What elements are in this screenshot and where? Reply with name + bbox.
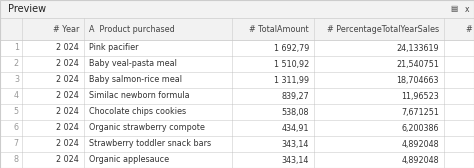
- Text: Organic strawberry compote: Organic strawberry compote: [89, 123, 205, 133]
- Text: 4,892048: 4,892048: [401, 156, 439, 164]
- Bar: [0, 152, 474, 168]
- Text: 4: 4: [14, 92, 19, 100]
- Text: 343,14: 343,14: [282, 139, 309, 149]
- Text: Preview: Preview: [8, 4, 46, 14]
- Bar: [0, 40, 474, 56]
- Text: 21,540751: 21,540751: [396, 59, 439, 69]
- Text: Baby salmon-rice meal: Baby salmon-rice meal: [89, 75, 182, 85]
- Text: 7,671251: 7,671251: [401, 108, 439, 116]
- Text: 5: 5: [14, 108, 19, 116]
- Text: 24,133619: 24,133619: [396, 44, 439, 52]
- Text: 434,91: 434,91: [282, 123, 309, 133]
- Text: 1 692,79: 1 692,79: [273, 44, 309, 52]
- Bar: [0, 72, 474, 88]
- Text: 2 024: 2 024: [56, 44, 79, 52]
- Bar: [0, 0, 474, 18]
- Text: 4,892048: 4,892048: [401, 139, 439, 149]
- Text: 6: 6: [14, 123, 19, 133]
- Text: Pink pacifier: Pink pacifier: [89, 44, 138, 52]
- Text: 1: 1: [14, 44, 19, 52]
- Text: 2 024: 2 024: [56, 92, 79, 100]
- Text: 2 024: 2 024: [56, 123, 79, 133]
- Text: 2 024: 2 024: [56, 75, 79, 85]
- Text: 2 024: 2 024: [56, 108, 79, 116]
- Text: 8: 8: [14, 156, 19, 164]
- Text: 3: 3: [14, 75, 19, 85]
- Text: Organic applesauce: Organic applesauce: [89, 156, 169, 164]
- Text: Baby veal-pasta meal: Baby veal-pasta meal: [89, 59, 177, 69]
- Bar: [0, 18, 474, 40]
- Text: 1 311,99: 1 311,99: [274, 75, 309, 85]
- Text: 343,14: 343,14: [282, 156, 309, 164]
- Text: 2: 2: [14, 59, 19, 69]
- Bar: [0, 88, 474, 104]
- Text: # PercentageTotalYearSales: # PercentageTotalYearSales: [327, 25, 439, 33]
- Text: 2 024: 2 024: [56, 139, 79, 149]
- Text: Chocolate chips cookies: Chocolate chips cookies: [89, 108, 186, 116]
- Bar: [0, 120, 474, 136]
- Text: 11,96523: 11,96523: [401, 92, 439, 100]
- Text: 2 024: 2 024: [56, 156, 79, 164]
- Text: 6,200386: 6,200386: [401, 123, 439, 133]
- Text: Strawberry toddler snack bars: Strawberry toddler snack bars: [89, 139, 211, 149]
- Text: 538,08: 538,08: [282, 108, 309, 116]
- Text: 7: 7: [14, 139, 19, 149]
- Text: 1 510,92: 1 510,92: [274, 59, 309, 69]
- Bar: [0, 104, 474, 120]
- Bar: [0, 136, 474, 152]
- Text: # Year: # Year: [53, 25, 79, 33]
- Text: # SalesRanking: # SalesRanking: [466, 25, 474, 33]
- Text: 839,27: 839,27: [281, 92, 309, 100]
- Text: 18,704663: 18,704663: [396, 75, 439, 85]
- Text: x: x: [465, 5, 469, 13]
- Text: 2 024: 2 024: [56, 59, 79, 69]
- Bar: [0, 56, 474, 72]
- Text: # TotalAmount: # TotalAmount: [249, 25, 309, 33]
- Text: A  Product purchased: A Product purchased: [89, 25, 175, 33]
- Text: Similac newborn formula: Similac newborn formula: [89, 92, 190, 100]
- Text: ▤: ▤: [450, 5, 457, 13]
